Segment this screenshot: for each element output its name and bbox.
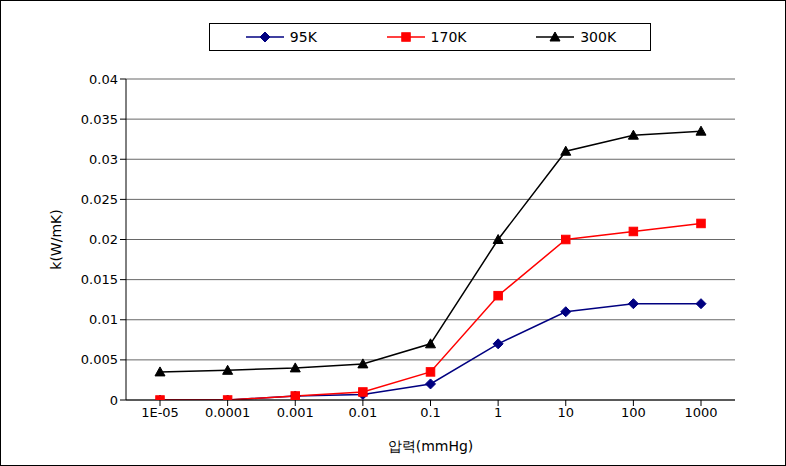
- svg-text:k(W/mK): k(W/mK): [48, 209, 64, 269]
- svg-text:0.01: 0.01: [348, 405, 377, 420]
- svg-text:0.0001: 0.0001: [205, 405, 251, 420]
- svg-text:100: 100: [621, 405, 646, 420]
- svg-text:0.1: 0.1: [420, 405, 441, 420]
- svg-text:0: 0: [110, 393, 118, 408]
- svg-text:0.035: 0.035: [81, 112, 118, 127]
- svg-text:0.025: 0.025: [81, 192, 118, 207]
- svg-text:10: 10: [557, 405, 574, 420]
- svg-text:0.015: 0.015: [81, 272, 118, 287]
- html-text:170K: 170K: [430, 29, 467, 45]
- svg-text:0.02: 0.02: [89, 232, 118, 247]
- svg-text:0.005: 0.005: [81, 352, 118, 367]
- svg-text:0.001: 0.001: [277, 405, 314, 420]
- html-text:95K: 95K: [289, 29, 317, 45]
- html-text:300K: 300K: [580, 29, 617, 45]
- svg-text:0.01: 0.01: [89, 312, 118, 327]
- svg-text:1000: 1000: [684, 405, 717, 420]
- svg-text:1: 1: [494, 405, 502, 420]
- svg-text:0.04: 0.04: [89, 72, 118, 87]
- svg-text:0.03: 0.03: [89, 152, 118, 167]
- svg-text:압력(mmHg): 압력(mmHg): [388, 438, 474, 454]
- svg-text:1E-05: 1E-05: [141, 405, 179, 420]
